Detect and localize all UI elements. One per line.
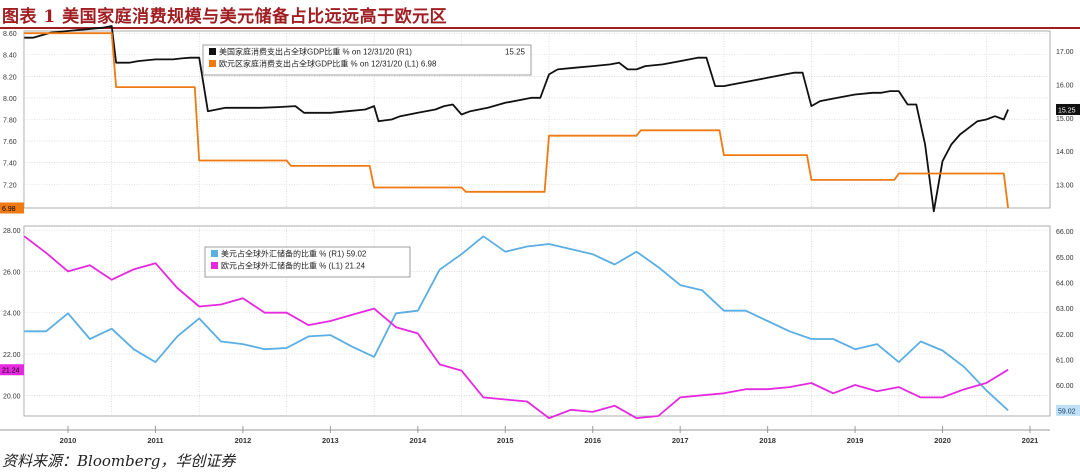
x-tick-label-2011: 2011: [147, 436, 163, 445]
bottom-ytick-right: 60.00: [1056, 383, 1074, 390]
top-legend-value-0: 15.25: [505, 48, 526, 57]
bottom-ytick-right: 63.00: [1056, 306, 1074, 313]
bottom-legend-label-0: 美元占全球外汇储备的比重 % (R1) 59.02: [221, 249, 367, 259]
top-ytick-left: 8.20: [3, 74, 17, 81]
top-ytick-right: 14.00: [1056, 149, 1074, 156]
top-legend-label-0: 美国家庭消费支出占全球GDP比重 % on 12/31/20 (R1): [219, 47, 412, 57]
top-ytick-left: 8.60: [3, 31, 17, 38]
x-tick-label-2017: 2017: [672, 436, 689, 445]
bottom-ytick-right: 66.00: [1056, 229, 1074, 236]
top-ytick-right: 13.00: [1056, 183, 1074, 190]
top-ytick-left: 8.00: [3, 96, 17, 103]
top-last-value-label-1: 6.98: [2, 206, 16, 213]
top-legend-swatch-0: [209, 48, 216, 55]
x-tick-label-2021: 2021: [1022, 436, 1039, 445]
top-legend-box: [202, 44, 532, 76]
bottom-ytick-left: 26.00: [3, 269, 21, 276]
bottom-legend-box: [204, 246, 411, 278]
bottom-legend-swatch-1: [211, 262, 218, 269]
x-tick-label-2014: 2014: [409, 436, 427, 445]
bottom-series-line-1: [23, 235, 1009, 420]
bottom-last-value-label-0: 59.02: [1058, 408, 1076, 415]
bottom-series-line-0: [24, 235, 1009, 412]
figure-title: 图表 1 美国家庭消费规模与美元储备占比远远高于欧元区: [2, 7, 448, 27]
top-ytick-left: 7.60: [3, 139, 17, 146]
x-tick-label-2010: 2010: [60, 436, 77, 445]
x-tick-label-2020: 2020: [934, 436, 951, 445]
x-tick-label-2019: 2019: [847, 436, 864, 445]
top-series-line-0: [24, 25, 1009, 213]
bottom-legend-label-1: 欧元占全球外汇储备的比重 % (L1) 21.24: [221, 261, 366, 271]
bottom-ytick-right: 62.00: [1056, 332, 1074, 339]
bottom-ytick-right: 65.00: [1056, 255, 1074, 262]
source-note: 资料来源：Bloomberg，华创证券: [2, 452, 236, 470]
bottom-last-value-badge-1: [0, 364, 24, 376]
top-ytick-left: 7.80: [3, 118, 17, 125]
bottom-last-value-label-1: 21.24: [2, 368, 20, 375]
x-tick-label-2013: 2013: [322, 436, 339, 445]
x-tick-label-2018: 2018: [759, 436, 776, 445]
x-tick-label-2016: 2016: [584, 436, 601, 445]
bottom-ytick-right: 61.00: [1056, 358, 1074, 365]
top-ytick-left: 7.20: [3, 182, 17, 189]
bottom-ytick-left: 20.00: [3, 393, 21, 400]
bottom-ytick-left: 22.00: [3, 352, 21, 359]
top-last-value-badge-0: [1056, 103, 1080, 115]
top-legend-swatch-1: [209, 60, 216, 67]
x-tick-label-2012: 2012: [235, 436, 252, 445]
bottom-ytick-left: 24.00: [3, 311, 21, 318]
top-last-value-label-0: 15.25: [1058, 107, 1076, 114]
bottom-legend-swatch-0: [211, 250, 218, 257]
top-ytick-right: 15.00: [1056, 116, 1074, 123]
top-ytick-left: 7.40: [3, 161, 17, 168]
bottom-ytick-left: 28.00: [3, 228, 21, 235]
title-rule: [0, 27, 1080, 29]
bottom-last-value-badge-0: [1056, 404, 1080, 416]
top-legend-label-1: 欧元区家庭消费支出占全球GDP比重 % on 12/31/20 (L1) 6.9…: [219, 59, 437, 69]
top-series-line-1: [24, 32, 1009, 209]
top-last-value-badge-1: [0, 202, 24, 214]
top-ytick-left: 8.40: [3, 53, 17, 60]
top-ytick-right: 16.00: [1056, 82, 1074, 89]
bottom-ytick-right: 64.00: [1056, 280, 1074, 287]
x-tick-label-2015: 2015: [497, 436, 514, 445]
top-ytick-right: 17.00: [1056, 49, 1074, 56]
